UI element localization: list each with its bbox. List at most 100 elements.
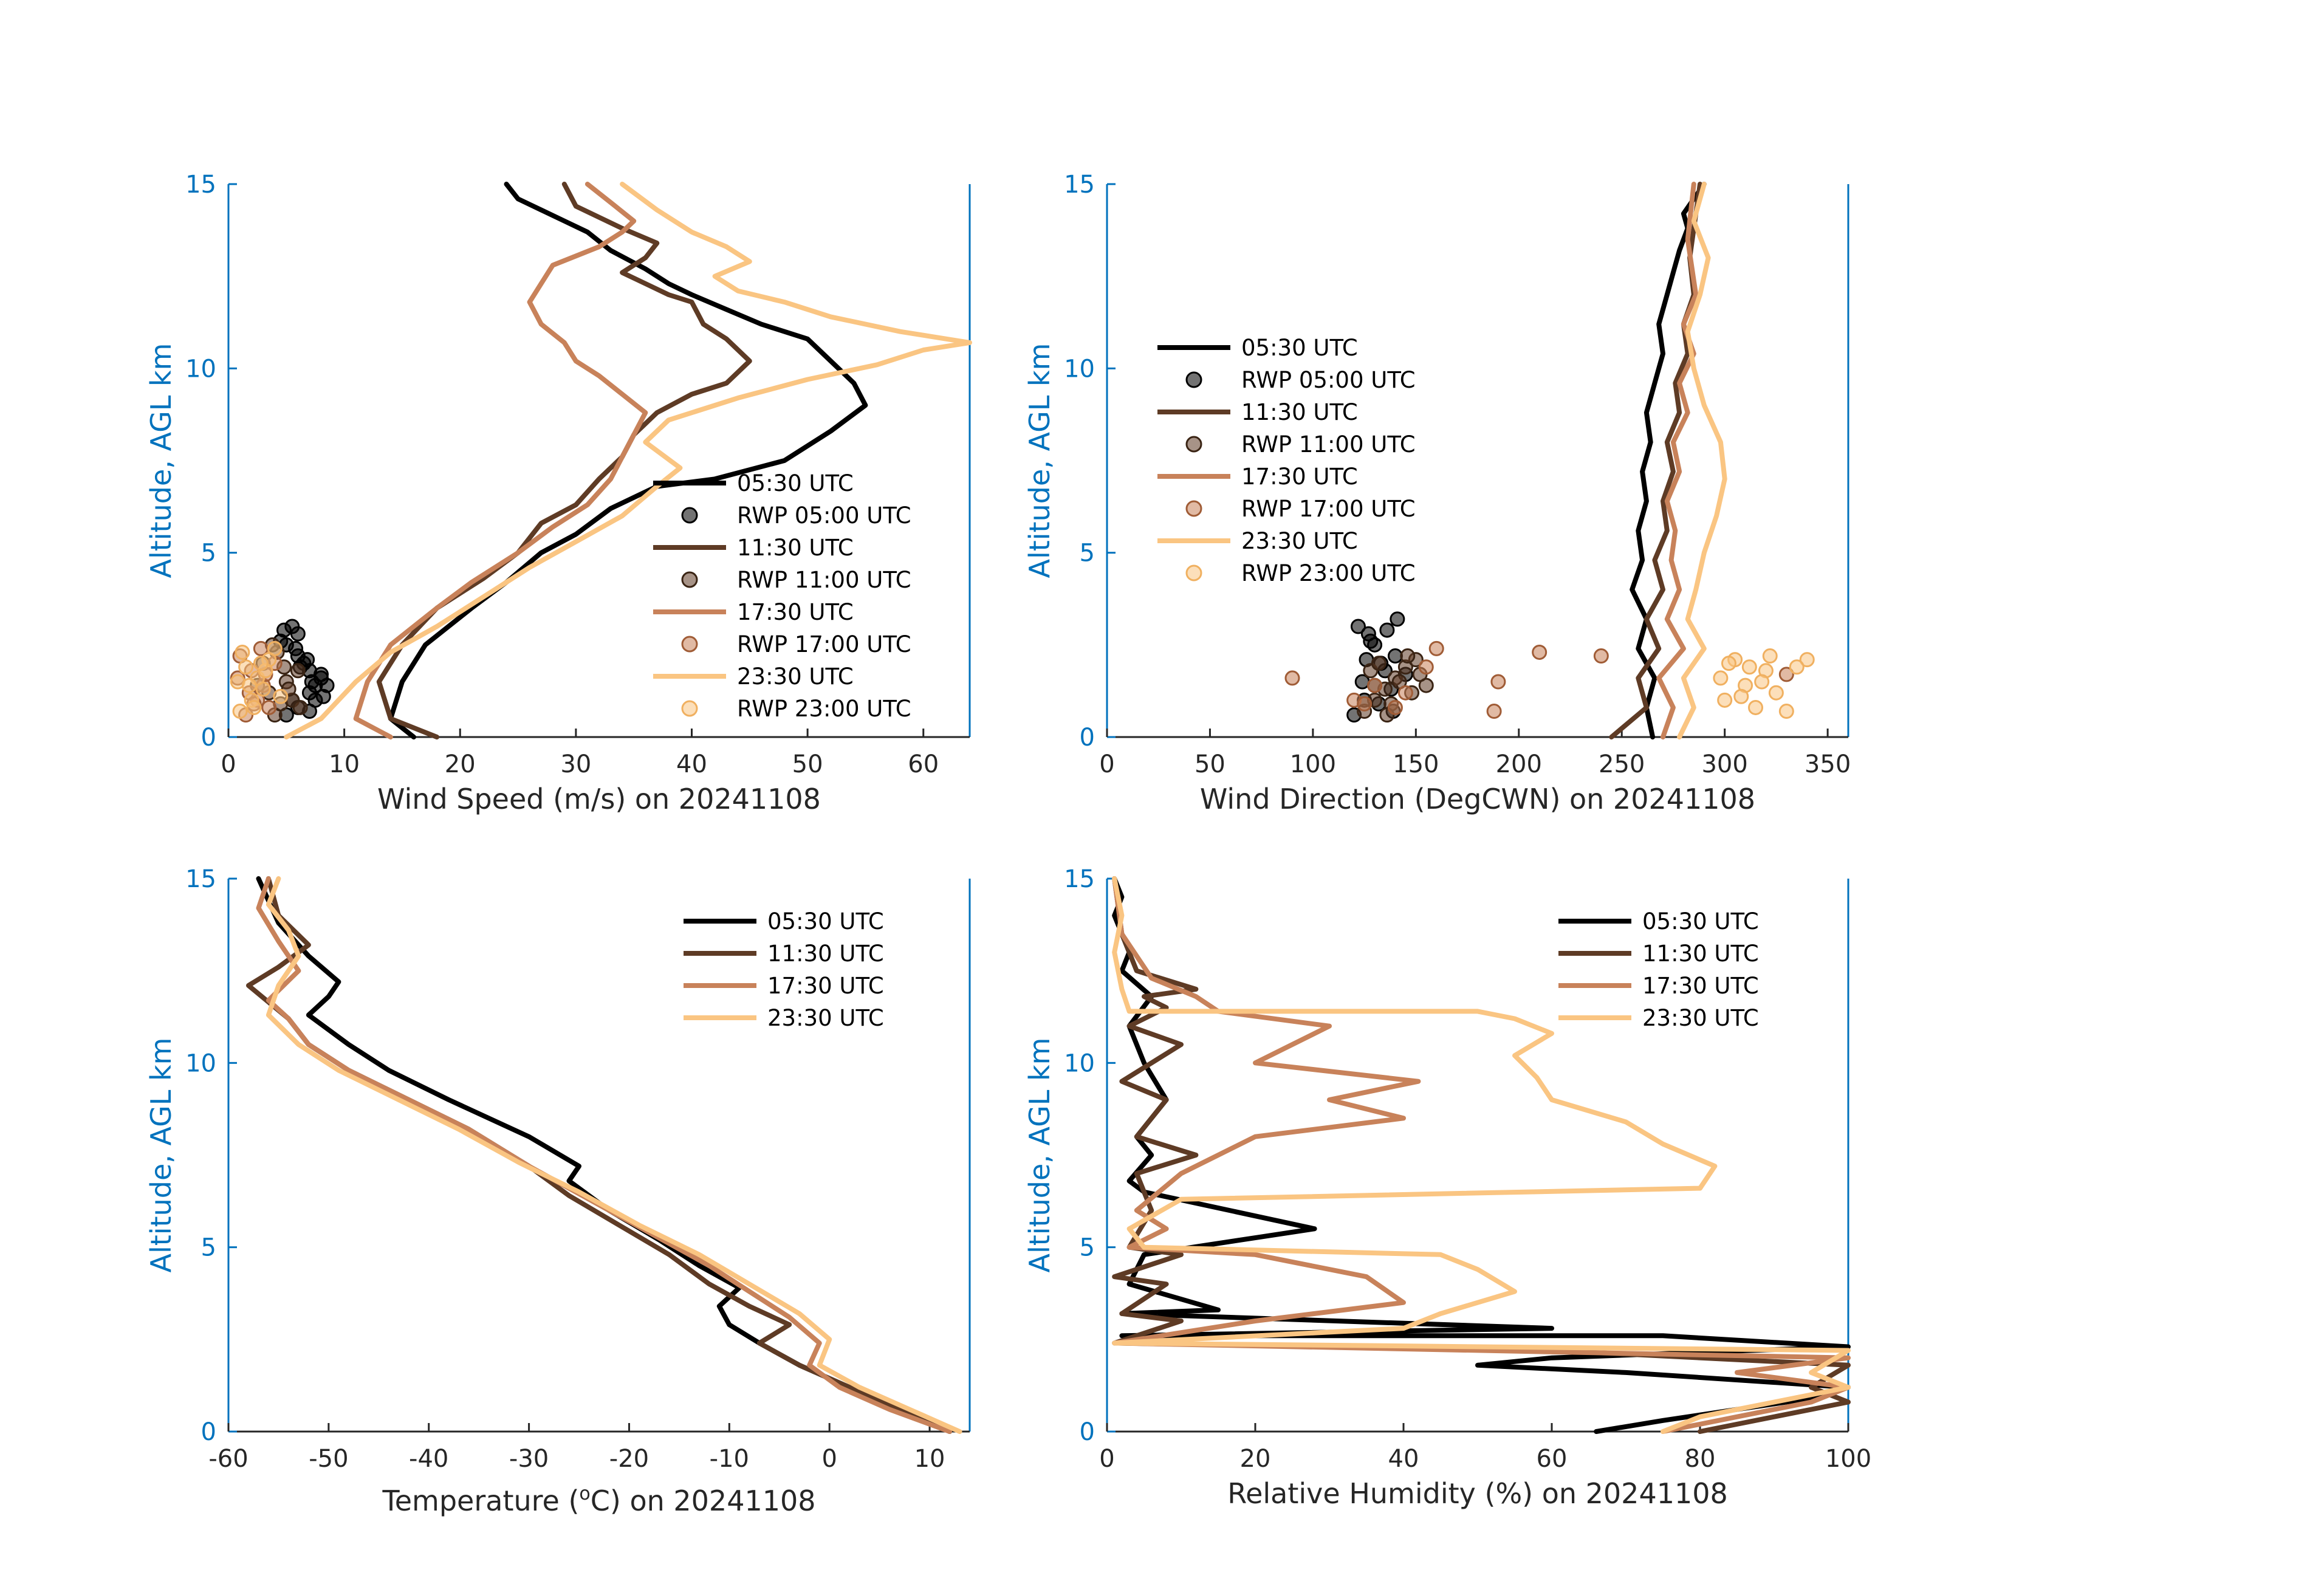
temperature-legend-item: 17:30 UTC xyxy=(684,973,884,999)
wind-direction-legend-label: 05:30 UTC xyxy=(1241,335,1358,361)
wind-direction-legend-label: 23:30 UTC xyxy=(1241,528,1358,554)
wind-direction-legend-label: RWP 05:00 UTC xyxy=(1241,367,1416,393)
wind-direction-xtick-label: 50 xyxy=(1195,750,1225,778)
wind-speed-legend-label: 11:30 UTC xyxy=(737,535,854,561)
wind-direction-legend-item: 23:30 UTC xyxy=(1157,528,1358,554)
wind-direction-series-line xyxy=(1630,182,1707,739)
wind-direction-scatter-point xyxy=(1387,699,1403,715)
wind-speed-legend-item: 05:30 UTC xyxy=(653,470,854,496)
wind-speed-legend-item: 11:30 UTC xyxy=(653,535,854,561)
wind-speed-legend-label: RWP 23:00 UTC xyxy=(737,696,911,722)
temperature-legend-label: 17:30 UTC xyxy=(767,973,884,999)
wind-direction-ytick-label: 0 xyxy=(1080,724,1095,752)
wind-direction-legend-item: RWP 23:00 UTC xyxy=(1185,560,1416,586)
relative-humidity-xtick-label: 0 xyxy=(1099,1445,1114,1473)
wind-speed-ytick-label: 15 xyxy=(185,171,216,199)
panel-temperature: 0 5 10 15 -60 -50 -40 -30 -20 -10 0 10 Temperature (… xyxy=(145,865,971,1517)
wind-speed-legend-item: 23:30 UTC xyxy=(653,664,854,690)
wind-direction-scatter-point xyxy=(1486,704,1502,719)
panel-wind-speed: 0 5 10 15 0 10 20 30 40 50 60 Wind Speed (m/s) on 2… xyxy=(145,171,972,815)
wind-speed-scatter-point xyxy=(292,699,308,715)
wind-direction-scatter-point xyxy=(1284,670,1300,686)
relative-humidity-y-axis-label: Altitude, AGL km xyxy=(1023,1037,1056,1272)
wind-direction-legend-swatch xyxy=(1185,371,1202,388)
wind-direction-legend-item: RWP 11:00 UTC xyxy=(1185,431,1416,458)
wind-speed-y-axis-label: Altitude, AGL km xyxy=(145,343,177,578)
temperature-ytick-label: 15 xyxy=(185,865,216,893)
wind-direction-scatter-point xyxy=(1397,685,1413,701)
wind-speed-scatter-point xyxy=(267,640,283,656)
wind-speed-legend-item: RWP 11:00 UTC xyxy=(681,567,911,593)
relative-humidity-legend-item: 05:30 UTC xyxy=(1558,908,1759,935)
wind-speed-legend-swatch xyxy=(681,507,698,524)
wind-direction-scatter-point xyxy=(1428,640,1444,656)
temperature-series-line xyxy=(266,876,962,1434)
wind-speed-xtick-label: 40 xyxy=(676,750,707,778)
temperature-xtick-label: -40 xyxy=(409,1445,448,1473)
temperature-xtick-label: 10 xyxy=(914,1445,945,1473)
relative-humidity-ytick-label: 10 xyxy=(1064,1049,1095,1077)
relative-humidity-series-line xyxy=(1112,876,1851,1434)
wind-direction-scatter-point xyxy=(1754,674,1770,690)
wind-speed-legend-label: RWP 11:00 UTC xyxy=(737,567,911,593)
relative-humidity-ytick-label: 5 xyxy=(1080,1234,1095,1262)
relative-humidity-legend-label: 17:30 UTC xyxy=(1642,973,1759,999)
temperature-legend: 05:30 UTC 11:30 UTC 17:30 UTC 23:30 UTC xyxy=(684,908,884,1031)
relative-humidity-xtick-label: 100 xyxy=(1825,1445,1871,1473)
relative-humidity-legend-item: 23:30 UTC xyxy=(1558,1005,1759,1031)
wind-direction-scatter-point xyxy=(1721,656,1736,671)
wind-speed-legend-label: 23:30 UTC xyxy=(737,664,854,690)
wind-direction-ytick-label: 15 xyxy=(1064,171,1095,199)
temperature-ytick-label: 10 xyxy=(185,1049,216,1077)
wind-direction-scatter-point xyxy=(1778,704,1794,719)
wind-direction-scatter-point xyxy=(1357,696,1373,712)
wind-speed-legend-swatch xyxy=(681,571,698,588)
wind-speed-scatter-point xyxy=(241,677,257,693)
wind-speed-scatter-point xyxy=(246,699,262,715)
temperature-ytick-label: 0 xyxy=(201,1418,216,1446)
wind-speed-scatter-point xyxy=(232,704,248,719)
relative-humidity-xtick-label: 60 xyxy=(1537,1445,1568,1473)
wind-direction-scatter-point xyxy=(1490,674,1506,690)
wind-speed-scatter-point xyxy=(304,674,320,690)
relative-humidity-legend-label: 23:30 UTC xyxy=(1642,1005,1759,1031)
wind-direction-legend-swatch xyxy=(1185,500,1202,517)
wind-speed-scatter-point xyxy=(273,688,289,704)
wind-speed-legend-label: RWP 17:00 UTC xyxy=(737,631,911,657)
wind-direction-scatter-point xyxy=(1762,648,1778,664)
temperature-x-axis-label: Temperature (oC) on 20241108 xyxy=(382,1483,815,1517)
wind-direction-xtick-label: 0 xyxy=(1099,750,1114,778)
temperature-legend-item: 05:30 UTC xyxy=(684,908,884,935)
temperature-xtick-label: -30 xyxy=(509,1445,549,1473)
relative-humidity-xtick-label: 40 xyxy=(1388,1445,1419,1473)
temperature-series-line xyxy=(246,876,952,1434)
relative-humidity-legend-item: 11:30 UTC xyxy=(1558,941,1759,967)
wind-direction-series-line xyxy=(1656,182,1699,739)
wind-direction-scatter-point xyxy=(1360,626,1376,642)
relative-humidity-xtick-label: 80 xyxy=(1685,1445,1716,1473)
wind-speed-xtick-label: 30 xyxy=(560,750,591,778)
wind-speed-legend-item: RWP 23:00 UTC xyxy=(681,696,911,722)
wind-direction-legend-label: 17:30 UTC xyxy=(1241,464,1358,490)
wind-speed-ytick-label: 5 xyxy=(201,540,216,568)
temperature-xtick-label: 0 xyxy=(821,1445,837,1473)
relative-humidity-legend: 05:30 UTC 11:30 UTC 17:30 UTC 23:30 UTC xyxy=(1558,908,1759,1031)
wind-direction-scatter-point xyxy=(1532,644,1548,660)
wind-direction-scatter-point xyxy=(1713,670,1729,686)
wind-direction-scatter-point xyxy=(1733,688,1749,704)
temperature-legend-item: 11:30 UTC xyxy=(684,941,884,967)
wind-direction-legend-item: 17:30 UTC xyxy=(1157,464,1358,490)
wind-speed-legend-label: 17:30 UTC xyxy=(737,599,854,625)
wind-direction-legend-item: 11:30 UTC xyxy=(1157,399,1358,425)
temperature-xtick-label: -10 xyxy=(710,1445,749,1473)
temperature-legend-label: 23:30 UTC xyxy=(767,1005,884,1031)
wind-speed-legend-swatch xyxy=(681,636,698,653)
relative-humidity-xtick-label: 20 xyxy=(1240,1445,1271,1473)
wind-direction-legend-label: 11:30 UTC xyxy=(1241,399,1358,425)
wind-speed-xtick-label: 10 xyxy=(329,750,360,778)
wind-speed-xtick-label: 0 xyxy=(221,750,236,778)
wind-direction-legend-item: RWP 17:00 UTC xyxy=(1185,496,1416,522)
